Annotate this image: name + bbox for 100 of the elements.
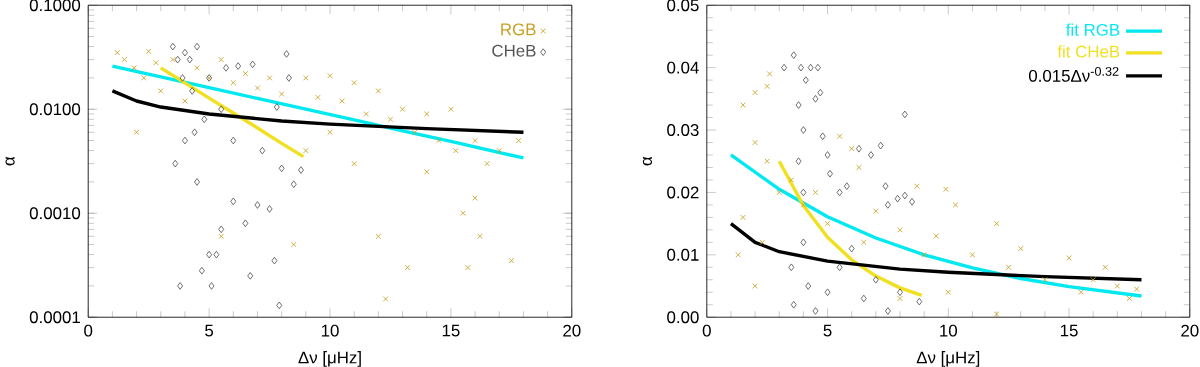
x-tick-label: 5 [205, 324, 214, 337]
legend-label: fit CHeB [1057, 45, 1120, 58]
point [218, 105, 225, 114]
line-series [110, 64, 526, 160]
x-tick-label: 5 [823, 324, 832, 337]
point [790, 300, 797, 309]
line-series [777, 159, 924, 298]
point [303, 75, 309, 81]
point [752, 283, 758, 289]
point [800, 126, 807, 134]
point [153, 59, 159, 66]
x-tick-label: 20 [1181, 324, 1199, 337]
point [375, 233, 382, 240]
point [114, 49, 121, 56]
point [824, 288, 831, 297]
point [218, 225, 225, 234]
point [945, 289, 952, 296]
point [351, 79, 357, 86]
point [133, 129, 140, 136]
point [181, 48, 188, 57]
point [382, 296, 389, 302]
line-series [729, 221, 1144, 282]
point [213, 250, 220, 259]
point [201, 115, 208, 124]
point [1090, 276, 1096, 283]
point [271, 256, 278, 265]
point [759, 239, 766, 246]
point [460, 210, 466, 217]
point [399, 106, 406, 113]
point [897, 295, 903, 302]
point [894, 194, 901, 203]
point [1133, 286, 1140, 292]
point [812, 307, 819, 315]
y-tick-label: 0.05 [667, 0, 699, 12]
x-tick-label: 10 [940, 324, 958, 337]
point [423, 111, 430, 117]
y-tick-label: 0.01 [667, 248, 699, 261]
point [1017, 245, 1024, 252]
point [814, 63, 821, 72]
point [290, 180, 297, 189]
y-tick-label: 0.04 [667, 61, 699, 74]
point [848, 244, 855, 253]
point [363, 111, 370, 117]
point [169, 42, 176, 51]
point [740, 214, 746, 221]
point [387, 116, 394, 123]
point [223, 64, 229, 72]
point [781, 63, 788, 72]
point [508, 257, 515, 264]
point [921, 252, 927, 258]
point [285, 74, 292, 82]
point [465, 264, 471, 271]
line-series [159, 66, 306, 159]
point [752, 139, 758, 146]
point [812, 95, 819, 103]
point [1042, 276, 1048, 283]
x-tick-label: 15 [442, 324, 460, 337]
point [276, 301, 283, 310]
point [1066, 255, 1072, 261]
point [1078, 289, 1084, 296]
point [969, 252, 976, 258]
point [198, 266, 205, 275]
point [230, 136, 237, 145]
point [795, 157, 802, 166]
point [254, 201, 261, 209]
point [404, 264, 411, 271]
legend-label: RGB [501, 23, 536, 36]
point [824, 151, 831, 159]
point [901, 110, 908, 119]
point [884, 307, 891, 315]
point [819, 132, 826, 141]
point [448, 106, 454, 113]
point [916, 297, 923, 306]
point [860, 239, 867, 246]
y-axis-title: α [5, 156, 15, 166]
point [436, 137, 442, 144]
point [1005, 264, 1012, 271]
point [914, 183, 920, 189]
point [1114, 283, 1121, 289]
point [848, 145, 855, 152]
point [855, 144, 862, 153]
point [194, 65, 200, 71]
point [157, 88, 164, 94]
point [901, 191, 908, 200]
y-tick-label: 0.02 [667, 186, 699, 199]
point [121, 56, 128, 63]
point [877, 141, 884, 150]
point [303, 147, 309, 154]
point [186, 55, 193, 64]
point [290, 241, 297, 248]
y-tick-label: 0.0001 [29, 311, 80, 324]
x-axis-title: Δν [μHz] [916, 351, 980, 367]
y-tick-label: 0.00 [667, 311, 699, 324]
legend-label: 0.015Δν$^{-0.32}$ [1028, 66, 1119, 82]
point [249, 60, 256, 69]
point [790, 51, 797, 59]
point [423, 169, 430, 175]
point [131, 65, 137, 71]
point [800, 202, 807, 208]
point [800, 238, 807, 247]
